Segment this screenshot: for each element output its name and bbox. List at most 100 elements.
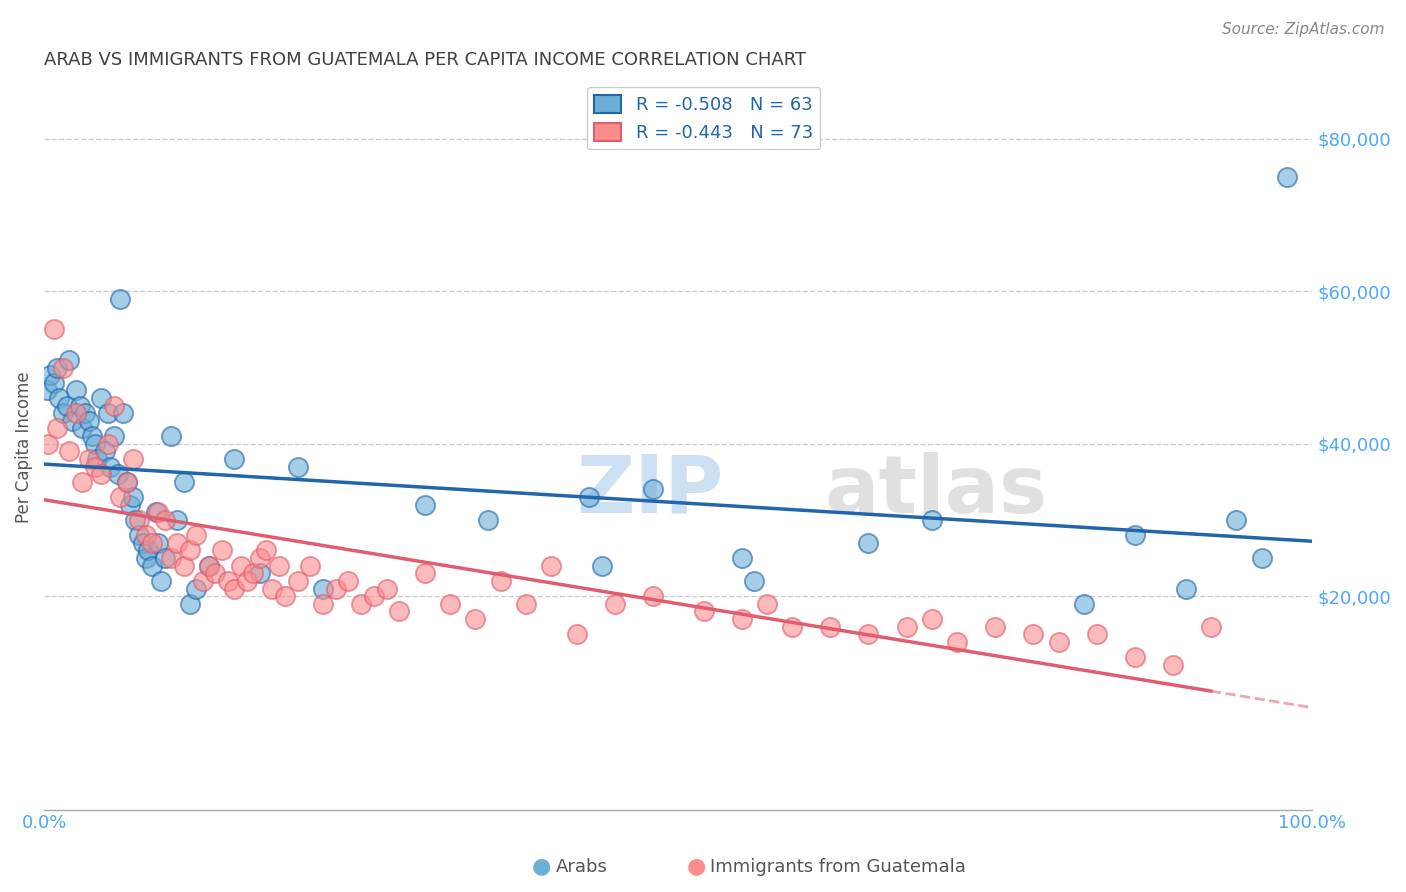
Point xyxy=(325,582,347,596)
Text: ARAB VS IMMIGRANTS FROM GUATEMALA PER CAPITA INCOME CORRELATION CHART: ARAB VS IMMIGRANTS FROM GUATEMALA PER CA… xyxy=(44,51,806,69)
Point xyxy=(198,558,221,573)
Point xyxy=(37,436,59,450)
Point xyxy=(1022,627,1045,641)
Point xyxy=(96,406,118,420)
Point xyxy=(132,536,155,550)
Point xyxy=(249,566,271,581)
Text: ●: ● xyxy=(531,856,551,876)
Point xyxy=(350,597,373,611)
Point xyxy=(267,558,290,573)
Point xyxy=(287,574,309,588)
Text: ●: ● xyxy=(686,856,706,876)
Point xyxy=(921,513,943,527)
Point xyxy=(153,513,176,527)
Point xyxy=(58,444,80,458)
Point xyxy=(641,589,664,603)
Point xyxy=(858,627,880,641)
Point xyxy=(65,384,87,398)
Point xyxy=(111,406,134,420)
Text: ZIP: ZIP xyxy=(576,452,724,530)
Point xyxy=(160,429,183,443)
Point xyxy=(145,505,167,519)
Point xyxy=(413,566,436,581)
Point xyxy=(77,452,100,467)
Point xyxy=(73,406,96,420)
Point xyxy=(173,475,195,489)
Point xyxy=(692,604,714,618)
Point xyxy=(1073,597,1095,611)
Point xyxy=(224,582,246,596)
Point xyxy=(108,292,131,306)
Point xyxy=(135,551,157,566)
Point xyxy=(477,513,499,527)
Point xyxy=(135,528,157,542)
Point xyxy=(1047,635,1070,649)
Text: atlas: atlas xyxy=(824,452,1047,530)
Point xyxy=(744,574,766,588)
Point xyxy=(858,536,880,550)
Point xyxy=(149,574,172,588)
Point xyxy=(946,635,969,649)
Point xyxy=(173,558,195,573)
Point xyxy=(128,513,150,527)
Point xyxy=(179,543,201,558)
Point xyxy=(1225,513,1247,527)
Point xyxy=(56,399,79,413)
Point xyxy=(186,582,208,596)
Point xyxy=(58,352,80,367)
Point xyxy=(896,619,918,633)
Point xyxy=(70,475,93,489)
Point xyxy=(262,582,284,596)
Point xyxy=(166,536,188,550)
Point xyxy=(44,322,66,336)
Point xyxy=(70,421,93,435)
Point xyxy=(274,589,297,603)
Point xyxy=(1199,619,1222,633)
Point xyxy=(122,452,145,467)
Point xyxy=(82,429,104,443)
Point xyxy=(141,558,163,573)
Point xyxy=(730,551,752,566)
Point xyxy=(540,558,562,573)
Point xyxy=(98,459,121,474)
Point xyxy=(103,399,125,413)
Legend: R = -0.508   N = 63, R = -0.443   N = 73: R = -0.508 N = 63, R = -0.443 N = 73 xyxy=(586,87,820,150)
Point xyxy=(229,558,252,573)
Point xyxy=(128,528,150,542)
Point xyxy=(48,391,70,405)
Point xyxy=(136,543,159,558)
Point xyxy=(312,597,335,611)
Point xyxy=(375,582,398,596)
Point xyxy=(115,475,138,489)
Point xyxy=(603,597,626,611)
Point xyxy=(77,414,100,428)
Point xyxy=(120,498,142,512)
Point xyxy=(52,406,75,420)
Point xyxy=(96,436,118,450)
Text: Source: ZipAtlas.com: Source: ZipAtlas.com xyxy=(1222,22,1385,37)
Point xyxy=(153,551,176,566)
Y-axis label: Per Capita Income: Per Capita Income xyxy=(15,372,32,524)
Point xyxy=(439,597,461,611)
Point xyxy=(115,475,138,489)
Point xyxy=(413,498,436,512)
Point xyxy=(254,543,277,558)
Point xyxy=(122,490,145,504)
Point xyxy=(94,444,117,458)
Point xyxy=(166,513,188,527)
Point xyxy=(160,551,183,566)
Point xyxy=(148,536,170,550)
Point xyxy=(86,452,108,467)
Point xyxy=(90,391,112,405)
Text: Arabs: Arabs xyxy=(555,858,607,876)
Point xyxy=(1250,551,1272,566)
Text: Immigrants from Guatemala: Immigrants from Guatemala xyxy=(710,858,966,876)
Point xyxy=(1161,657,1184,672)
Point xyxy=(45,421,67,435)
Point xyxy=(287,459,309,474)
Point xyxy=(107,467,129,482)
Point xyxy=(52,360,75,375)
Point xyxy=(489,574,512,588)
Point xyxy=(44,376,66,390)
Point xyxy=(337,574,360,588)
